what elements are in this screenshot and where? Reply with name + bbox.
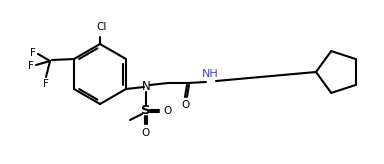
Text: Cl: Cl — [97, 22, 107, 32]
Text: F: F — [43, 79, 49, 89]
Text: O: O — [163, 106, 171, 116]
Text: N: N — [142, 81, 151, 93]
Text: O: O — [142, 128, 150, 138]
Text: NH: NH — [202, 69, 218, 79]
Text: F: F — [28, 61, 34, 71]
Text: F: F — [30, 48, 36, 58]
Text: S: S — [141, 104, 151, 117]
Text: O: O — [182, 100, 190, 110]
